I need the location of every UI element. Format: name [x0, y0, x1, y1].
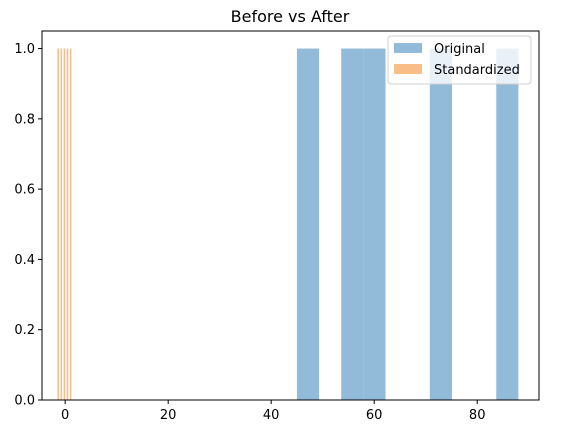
bar-original-1 [341, 48, 364, 400]
y-tick-label: 0.2 [14, 323, 35, 338]
x-tick-label: 40 [263, 408, 280, 423]
legend-swatch-original [394, 43, 422, 53]
x-tick-label: 60 [366, 408, 383, 423]
bar-original-2 [363, 48, 386, 400]
bars-group [57, 48, 519, 400]
x-tick-label: 0 [61, 408, 69, 423]
y-tick-label: 1.0 [14, 42, 35, 57]
bar-original-4 [496, 48, 519, 400]
bar-standardized-0 [57, 48, 59, 400]
y-tick-label: 0.6 [14, 183, 35, 198]
y-tick-label: 0.0 [14, 394, 35, 409]
x-axis: 0 20 40 60 80 [61, 400, 485, 423]
y-tick-label: 0.8 [14, 112, 35, 127]
x-tick-label: 20 [160, 408, 177, 423]
x-tick-label: 80 [469, 408, 486, 423]
bar-standardized-3 [66, 48, 69, 400]
legend-label-standardized: Standardized [434, 63, 520, 78]
legend-label-original: Original [434, 42, 485, 57]
legend-swatch-standardized [394, 64, 422, 74]
bar-standardized-2 [63, 48, 66, 400]
bar-original-3 [429, 48, 452, 400]
y-axis: 0.0 0.2 0.4 0.6 0.8 1.0 [14, 42, 42, 409]
chart-title: Before vs After [231, 7, 350, 26]
legend: Original Standardized [387, 35, 532, 85]
y-tick-label: 0.4 [14, 253, 35, 268]
bar-standardized-1 [60, 48, 63, 400]
bar-standardized-4 [69, 48, 72, 400]
axes-frame [41, 30, 540, 401]
legend-box [387, 35, 532, 85]
bar-original-0 [296, 48, 320, 400]
